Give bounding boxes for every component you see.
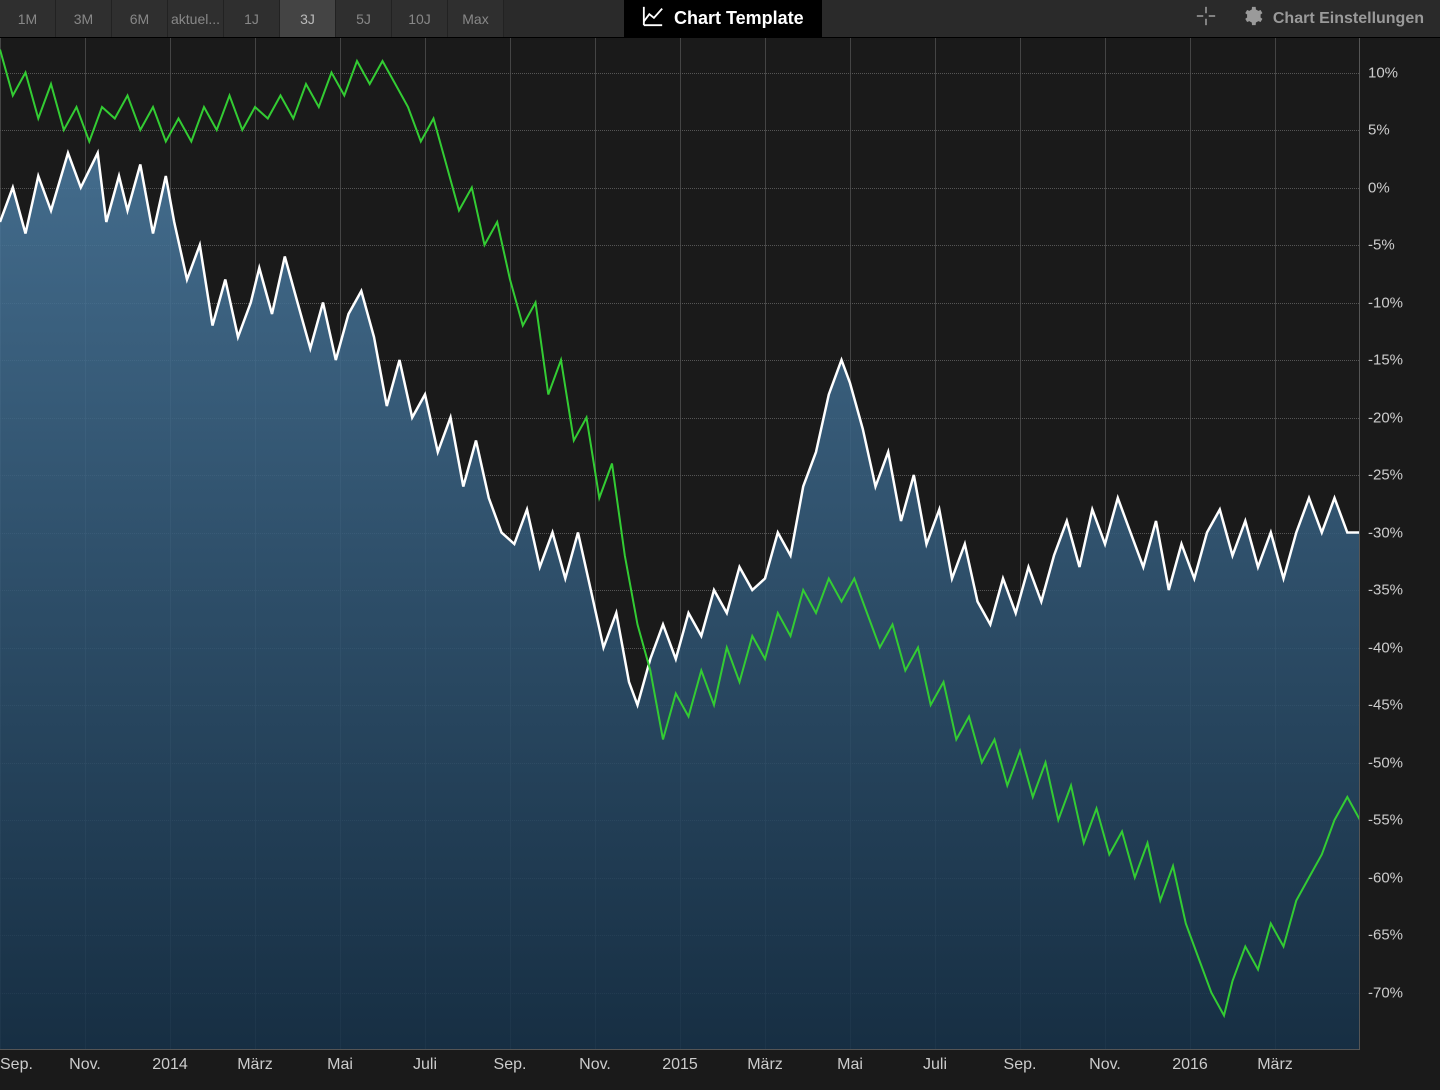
period-button-5j[interactable]: 5J: [336, 0, 392, 37]
toolbar-spacer: [822, 0, 1181, 37]
x-tick-label: März: [1257, 1056, 1293, 1074]
y-tick-label: -50%: [1368, 754, 1403, 771]
chart-svg: [0, 38, 1360, 1050]
y-tick-label: -65%: [1368, 927, 1403, 944]
crosshair-icon: [1195, 5, 1217, 32]
x-tick-label: Mai: [327, 1056, 353, 1074]
chart-template-label: Chart Template: [674, 8, 804, 29]
y-tick-label: -70%: [1368, 984, 1403, 1001]
period-button-1j[interactable]: 1J: [224, 0, 280, 37]
x-tick-label: 2015: [662, 1056, 698, 1074]
y-tick-label: 10%: [1368, 64, 1398, 81]
toolbar: 1M3M6Maktuel...1J3J5J10JMax Chart Templa…: [0, 0, 1440, 38]
y-tick-label: -45%: [1368, 697, 1403, 714]
y-tick-label: -25%: [1368, 467, 1403, 484]
period-button-6m[interactable]: 6M: [112, 0, 168, 37]
y-tick-label: -5%: [1368, 237, 1395, 254]
y-axis-labels: 10% 5% 0% -5% -10% -15% -20% -25% -30% -35% -40% -4…: [1368, 38, 1438, 1050]
x-tick-label: Sep.: [0, 1056, 33, 1074]
y-tick-label: -15%: [1368, 352, 1403, 369]
x-tick-label: 2016: [1172, 1056, 1208, 1074]
y-tick-label: -55%: [1368, 812, 1403, 829]
toolbar-spacer: [504, 0, 624, 37]
y-tick-label: -40%: [1368, 639, 1403, 656]
period-button-10j[interactable]: 10J: [392, 0, 448, 37]
y-tick-label: -60%: [1368, 869, 1403, 886]
crosshair-button[interactable]: [1181, 0, 1231, 37]
y-tick-label: -30%: [1368, 524, 1403, 541]
chart-area[interactable]: 10% 5% 0% -5% -10% -15% -20% -25% -30% -35% -40% -4…: [0, 38, 1440, 1090]
x-tick-label: Sep.: [1004, 1056, 1037, 1074]
x-tick-label: Sep.: [494, 1056, 527, 1074]
period-buttons: 1M3M6Maktuel...1J3J5J10JMax: [0, 0, 504, 37]
x-tick-label: Nov.: [69, 1056, 101, 1074]
chart-settings-label: Chart Einstellungen: [1273, 10, 1424, 28]
y-tick-label: -20%: [1368, 409, 1403, 426]
line-chart-icon: [642, 5, 664, 32]
x-tick-label: 2014: [152, 1056, 188, 1074]
period-button-max[interactable]: Max: [448, 0, 504, 37]
x-tick-label: März: [237, 1056, 273, 1074]
x-tick-label: Nov.: [1089, 1056, 1121, 1074]
x-axis-labels: Sep. Nov. 2014 März Mai Juli Sep. Nov. 2015 März M…: [0, 1056, 1360, 1086]
period-button-3j[interactable]: 3J: [280, 0, 336, 37]
x-tick-label: März: [747, 1056, 783, 1074]
x-tick-label: Mai: [837, 1056, 863, 1074]
chart-template-button[interactable]: Chart Template: [624, 0, 822, 37]
period-button-1m[interactable]: 1M: [0, 0, 56, 37]
series-area-fill: [0, 153, 1360, 1050]
y-tick-label: -35%: [1368, 582, 1403, 599]
y-tick-label: -10%: [1368, 294, 1403, 311]
x-tick-label: Nov.: [579, 1056, 611, 1074]
y-tick-label: 5%: [1368, 122, 1390, 139]
y-tick-label: 0%: [1368, 179, 1390, 196]
x-tick-label: Juli: [923, 1056, 947, 1074]
chart-settings-button[interactable]: Chart Einstellungen: [1231, 0, 1440, 37]
period-button-aktuel[interactable]: aktuel...: [168, 0, 224, 37]
x-tick-label: Juli: [413, 1056, 437, 1074]
gear-icon: [1241, 5, 1263, 32]
plot-area[interactable]: [0, 38, 1360, 1050]
period-button-3m[interactable]: 3M: [56, 0, 112, 37]
